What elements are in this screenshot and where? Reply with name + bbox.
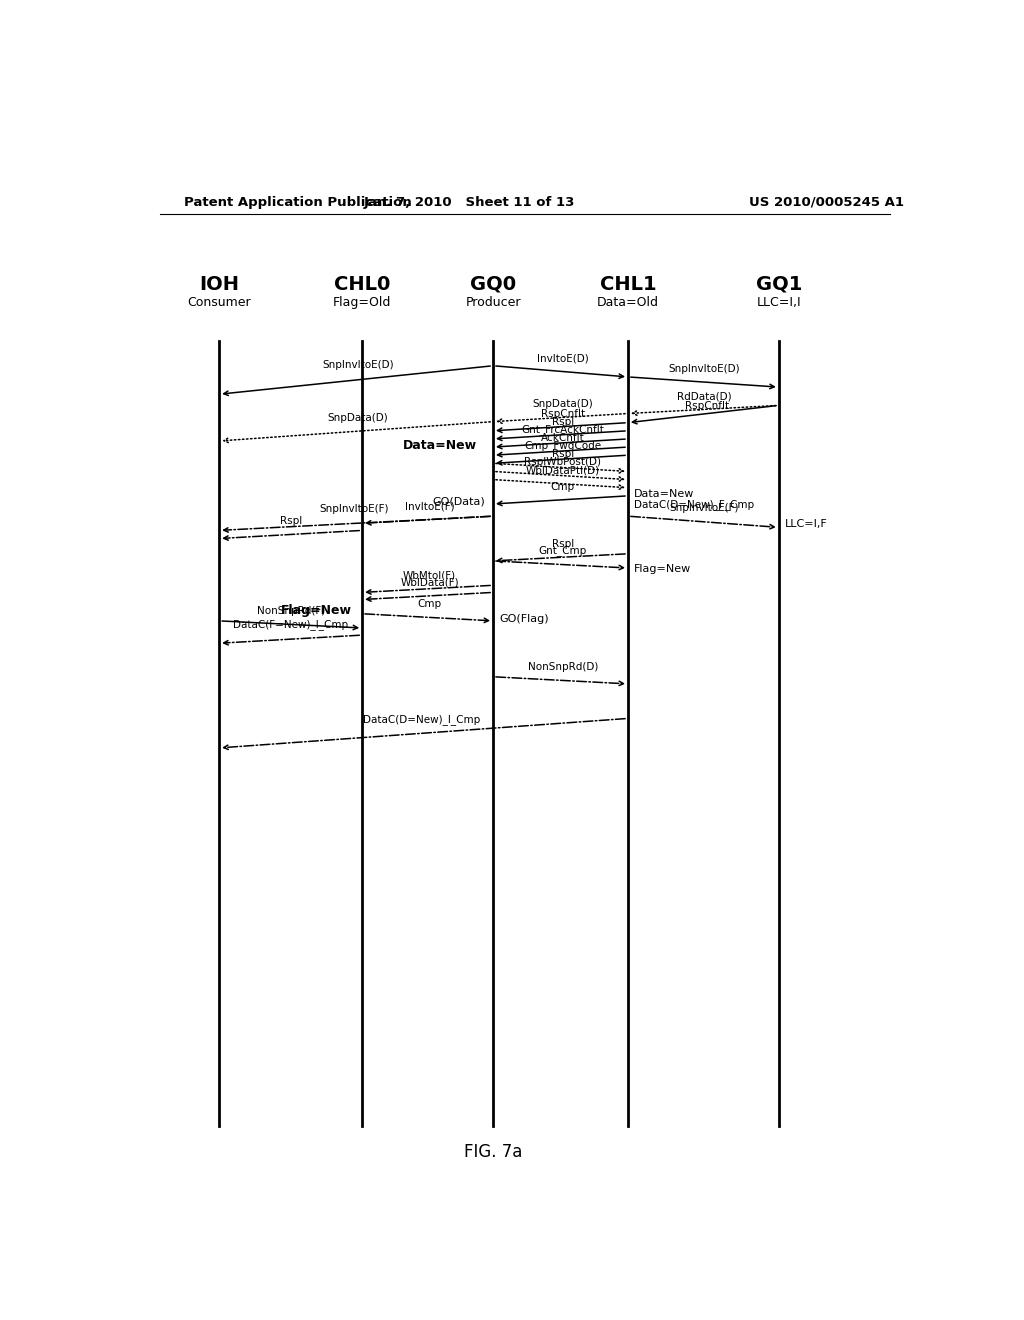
Text: NonSnpRd(D): NonSnpRd(D) bbox=[527, 661, 598, 672]
Text: Gnt_Cmp: Gnt_Cmp bbox=[539, 545, 587, 556]
Text: RdData(D): RdData(D) bbox=[677, 391, 731, 401]
Text: InvItoE(D): InvItoE(D) bbox=[537, 354, 589, 364]
Text: Data=New: Data=New bbox=[403, 438, 477, 451]
Text: InvItoE(F): InvItoE(F) bbox=[404, 502, 455, 511]
Text: DataC(F=New)_I_Cmp: DataC(F=New)_I_Cmp bbox=[233, 619, 348, 630]
Text: SnpInvItoE(D): SnpInvItoE(D) bbox=[669, 364, 740, 374]
Text: Cmp_FwdCode: Cmp_FwdCode bbox=[524, 440, 601, 451]
Text: DataC(D=New)_I_Cmp: DataC(D=New)_I_Cmp bbox=[362, 714, 480, 725]
Text: Rspl: Rspl bbox=[552, 417, 574, 426]
Text: Flag=New: Flag=New bbox=[281, 605, 352, 618]
Text: CHL0: CHL0 bbox=[334, 275, 390, 294]
Text: Producer: Producer bbox=[465, 296, 521, 309]
Text: GQ0: GQ0 bbox=[470, 275, 516, 294]
Text: SnpInvItoE(F): SnpInvItoE(F) bbox=[670, 503, 739, 513]
Text: LLC=I,F: LLC=I,F bbox=[785, 519, 827, 529]
Text: SnpInvItoE(D): SnpInvItoE(D) bbox=[323, 360, 394, 370]
Text: Rspl: Rspl bbox=[552, 539, 574, 549]
Text: DataC(D=New)_F_Cmp: DataC(D=New)_F_Cmp bbox=[634, 499, 755, 511]
Text: Rspl: Rspl bbox=[552, 449, 574, 459]
Text: GQ1: GQ1 bbox=[756, 275, 802, 294]
Text: WbIData(F): WbIData(F) bbox=[400, 577, 459, 587]
Text: FIG. 7a: FIG. 7a bbox=[464, 1143, 522, 1162]
Text: Consumer: Consumer bbox=[187, 296, 251, 309]
Text: RspCnflt: RspCnflt bbox=[541, 409, 585, 418]
Text: WbIDataPtl(D): WbIDataPtl(D) bbox=[526, 466, 600, 475]
Text: GO(Data): GO(Data) bbox=[432, 496, 485, 507]
Text: SnpData(D): SnpData(D) bbox=[532, 400, 593, 409]
Text: AckCnflt: AckCnflt bbox=[541, 433, 585, 444]
Text: RspCnflt: RspCnflt bbox=[685, 401, 729, 412]
Text: SnpData(D): SnpData(D) bbox=[328, 413, 388, 422]
Text: Data=Old: Data=Old bbox=[597, 296, 659, 309]
Text: SnpInvItoE(F): SnpInvItoE(F) bbox=[319, 504, 389, 515]
Text: US 2010/0005245 A1: US 2010/0005245 A1 bbox=[749, 195, 904, 209]
Text: Gnt_FrcAckCnflt: Gnt_FrcAckCnflt bbox=[521, 424, 604, 434]
Text: RsplWbPost(D): RsplWbPost(D) bbox=[524, 458, 601, 467]
Text: Patent Application Publication: Patent Application Publication bbox=[183, 195, 412, 209]
Text: NonSnpRd(F): NonSnpRd(F) bbox=[257, 606, 325, 615]
Text: CHL1: CHL1 bbox=[600, 275, 656, 294]
Text: Flag=New: Flag=New bbox=[634, 564, 691, 574]
Text: Flag=Old: Flag=Old bbox=[333, 296, 391, 309]
Text: Data=New: Data=New bbox=[634, 488, 694, 499]
Text: Cmp: Cmp bbox=[551, 482, 574, 492]
Text: Rspl: Rspl bbox=[280, 516, 302, 527]
Text: LLC=I,I: LLC=I,I bbox=[757, 296, 801, 309]
Text: Jan. 7, 2010   Sheet 11 of 13: Jan. 7, 2010 Sheet 11 of 13 bbox=[364, 195, 574, 209]
Text: Cmp: Cmp bbox=[418, 599, 441, 609]
Text: GO(Flag): GO(Flag) bbox=[500, 614, 549, 624]
Text: IOH: IOH bbox=[200, 275, 240, 294]
Text: WbMtoI(F): WbMtoI(F) bbox=[403, 570, 456, 581]
